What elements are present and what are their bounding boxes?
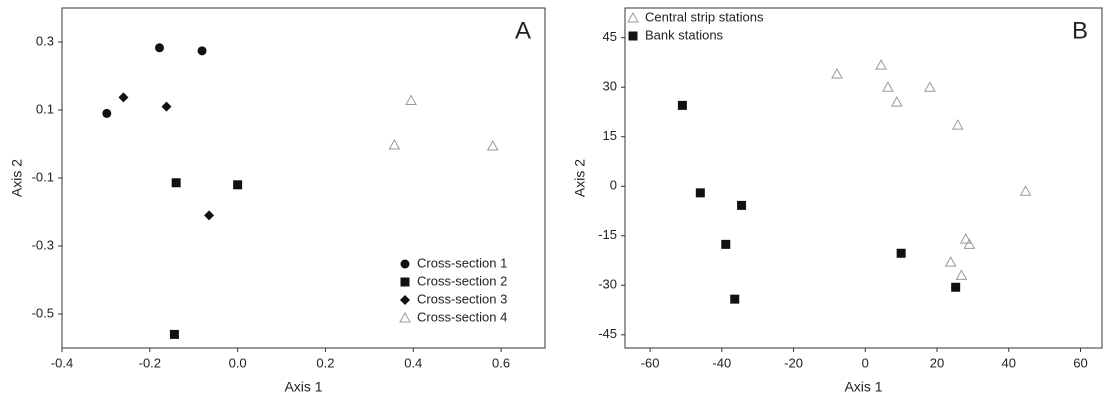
y-axis-label: Axis 2 [572,159,588,197]
x-axis-label: Axis 1 [844,379,882,395]
legend-marker [628,31,638,41]
data-point [831,67,843,79]
y-tick-label: 45 [603,29,617,44]
data-point [1019,185,1032,196]
y-tick-label: -15 [598,227,617,242]
legend-marker [400,259,410,269]
legend-label: Central strip stations [645,9,764,24]
data-point [233,180,243,190]
x-tick-label: 20 [930,355,944,370]
data-point [891,96,903,107]
x-tick-label: 0.2 [316,355,334,370]
x-tick-label: -40 [712,355,731,370]
x-axis-label: Axis 1 [284,379,322,395]
data-point [102,108,112,118]
data-point [959,233,972,244]
x-tick-label: -0.2 [139,355,161,370]
data-point [951,282,961,292]
legend-marker [400,277,410,287]
y-tick-label: 15 [603,128,617,143]
data-point [171,178,181,188]
data-point [161,101,172,112]
legend-label: Cross-section 3 [417,291,507,306]
data-point [896,248,906,258]
legend-marker [400,295,410,305]
data-point [677,100,687,110]
legend-marker [627,11,639,23]
y-tick-label: 30 [603,79,617,94]
data-point [118,92,129,103]
data-point [197,46,207,56]
x-tick-label: 0.0 [229,355,247,370]
data-point [730,294,740,304]
legend-label: Bank stations [645,27,724,42]
data-point [169,329,179,339]
y-tick-label: -45 [598,326,617,341]
panel-label: B [1072,17,1088,44]
data-point [951,119,964,130]
legend-label: Cross-section 4 [417,309,507,324]
x-tick-label: 60 [1073,355,1087,370]
x-tick-label: 0.4 [404,355,422,370]
data-point [405,94,417,105]
data-point [875,59,887,70]
data-point [882,81,894,92]
data-point [695,188,705,198]
data-point [955,269,968,280]
legend-label: Cross-section 1 [417,255,507,270]
data-point [486,140,499,151]
x-tick-label: -0.4 [51,355,73,370]
plot-frame [624,7,1103,349]
data-point [923,81,936,92]
x-tick-label: 40 [1002,355,1016,370]
y-tick-label: 0.1 [36,101,54,116]
legend-label: Cross-section 2 [417,273,507,288]
data-point [944,256,957,267]
x-tick-label: 0 [862,355,869,370]
data-point [737,200,747,210]
y-tick-label: -30 [598,277,617,292]
x-tick-label: 0.6 [492,355,510,370]
y-tick-label: 0.3 [36,33,54,48]
legend-marker [399,311,411,323]
data-point [721,239,731,249]
x-tick-label: -20 [784,355,803,370]
data-point [388,138,401,150]
y-axis-label: Axis 2 [9,159,25,197]
y-tick-label: 0 [610,178,617,193]
y-tick-label: -0.3 [32,237,54,252]
data-point [154,43,164,53]
y-tick-label: -0.1 [32,169,54,184]
data-point [204,210,215,221]
data-point [963,238,976,249]
x-tick-label: -60 [641,355,660,370]
y-tick-label: -0.5 [32,305,54,320]
panel-label: A [515,17,531,44]
